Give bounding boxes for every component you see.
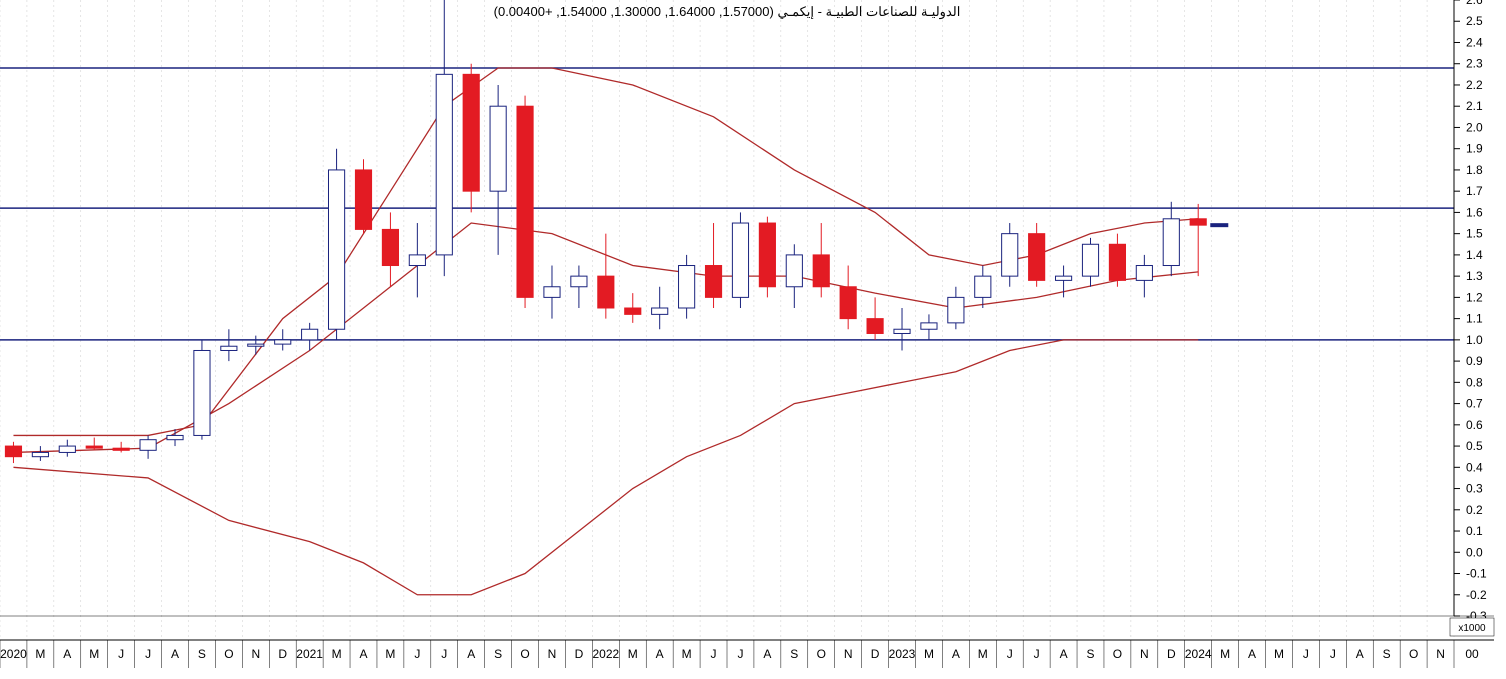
svg-text:M: M — [35, 647, 45, 661]
svg-text:0.4: 0.4 — [1466, 460, 1483, 474]
svg-text:2.1: 2.1 — [1466, 99, 1483, 113]
svg-text:0.3: 0.3 — [1466, 482, 1483, 496]
svg-text:D: D — [278, 647, 287, 661]
svg-text:-0.1: -0.1 — [1466, 567, 1487, 581]
svg-text:0.0: 0.0 — [1466, 545, 1483, 559]
svg-text:1.0: 1.0 — [1466, 333, 1483, 347]
svg-text:1.8: 1.8 — [1466, 163, 1483, 177]
svg-text:J: J — [145, 647, 151, 661]
svg-text:00: 00 — [1465, 647, 1479, 661]
svg-text:-0.2: -0.2 — [1466, 588, 1487, 602]
svg-text:M: M — [1274, 647, 1284, 661]
svg-text:0.9: 0.9 — [1466, 354, 1483, 368]
svg-text:J: J — [414, 647, 420, 661]
svg-text:0.1: 0.1 — [1466, 524, 1483, 538]
svg-text:J: J — [118, 647, 124, 661]
svg-text:O: O — [817, 647, 826, 661]
svg-text:A: A — [63, 647, 71, 661]
svg-text:A: A — [1248, 647, 1256, 661]
svg-text:2.4: 2.4 — [1466, 35, 1483, 49]
svg-text:0.6: 0.6 — [1466, 418, 1483, 432]
svg-text:1.2: 1.2 — [1466, 290, 1483, 304]
svg-text:D: D — [575, 647, 584, 661]
svg-text:M: M — [332, 647, 342, 661]
svg-text:2023: 2023 — [889, 647, 916, 661]
svg-text:N: N — [844, 647, 853, 661]
svg-text:N: N — [1140, 647, 1149, 661]
svg-text:2021: 2021 — [296, 647, 323, 661]
svg-text:0.5: 0.5 — [1466, 439, 1483, 453]
svg-text:M: M — [385, 647, 395, 661]
svg-text:2.5: 2.5 — [1466, 14, 1483, 28]
svg-text:S: S — [198, 647, 206, 661]
chart-container: { "title_prefix": "الدوليـة للصناعات الط… — [0, 0, 1506, 679]
svg-text:A: A — [952, 647, 960, 661]
svg-text:O: O — [1113, 647, 1122, 661]
svg-text:O: O — [1409, 647, 1418, 661]
svg-text:x1000: x1000 — [1458, 623, 1486, 634]
svg-text:1.5: 1.5 — [1466, 227, 1483, 241]
svg-text:A: A — [359, 647, 367, 661]
svg-text:1.9: 1.9 — [1466, 142, 1483, 156]
svg-text:A: A — [1060, 647, 1068, 661]
svg-text:0.8: 0.8 — [1466, 375, 1483, 389]
svg-text:1.7: 1.7 — [1466, 184, 1483, 198]
svg-text:A: A — [763, 647, 771, 661]
svg-text:M: M — [628, 647, 638, 661]
svg-text:N: N — [1436, 647, 1445, 661]
svg-text:2.6: 2.6 — [1466, 0, 1483, 7]
svg-text:S: S — [790, 647, 798, 661]
svg-text:M: M — [924, 647, 934, 661]
svg-text:1.3: 1.3 — [1466, 269, 1483, 283]
svg-text:A: A — [171, 647, 179, 661]
svg-text:J: J — [441, 647, 447, 661]
svg-text:A: A — [467, 647, 475, 661]
svg-text:O: O — [224, 647, 233, 661]
svg-text:2.2: 2.2 — [1466, 78, 1483, 92]
svg-text:A: A — [656, 647, 664, 661]
svg-text:2.0: 2.0 — [1466, 120, 1483, 134]
svg-text:O: O — [520, 647, 529, 661]
svg-text:D: D — [1167, 647, 1176, 661]
svg-text:J: J — [1330, 647, 1336, 661]
svg-text:S: S — [1086, 647, 1094, 661]
svg-text:M: M — [1220, 647, 1230, 661]
svg-text:1.1: 1.1 — [1466, 312, 1483, 326]
svg-text:2022: 2022 — [592, 647, 619, 661]
svg-text:M: M — [978, 647, 988, 661]
svg-text:2.3: 2.3 — [1466, 57, 1483, 71]
svg-text:J: J — [1007, 647, 1013, 661]
svg-text:J: J — [1303, 647, 1309, 661]
svg-text:2020: 2020 — [0, 647, 27, 661]
svg-text:0.7: 0.7 — [1466, 397, 1483, 411]
svg-text:A: A — [1356, 647, 1364, 661]
svg-text:2024: 2024 — [1185, 647, 1212, 661]
svg-text:S: S — [1383, 647, 1391, 661]
svg-text:0.2: 0.2 — [1466, 503, 1483, 517]
svg-text:1.6: 1.6 — [1466, 205, 1483, 219]
svg-text:1.4: 1.4 — [1466, 248, 1483, 262]
svg-text:N: N — [251, 647, 260, 661]
svg-text:M: M — [682, 647, 692, 661]
svg-text:N: N — [548, 647, 557, 661]
svg-text:J: J — [711, 647, 717, 661]
svg-text:J: J — [737, 647, 743, 661]
svg-text:J: J — [1034, 647, 1040, 661]
svg-text:D: D — [871, 647, 880, 661]
svg-text:S: S — [494, 647, 502, 661]
svg-text:M: M — [89, 647, 99, 661]
svg-text:الدوليـة للصناعات الطبيـة - إي: الدوليـة للصناعات الطبيـة - إيكمـي (1.57… — [494, 4, 961, 20]
candlestick-chart[interactable]: 2.6 2.5 2.4 2.3 2.2 2.1 2.0 1.9 1.8 1.7 1.6 1.5 1.4 1… — [0, 0, 1506, 679]
